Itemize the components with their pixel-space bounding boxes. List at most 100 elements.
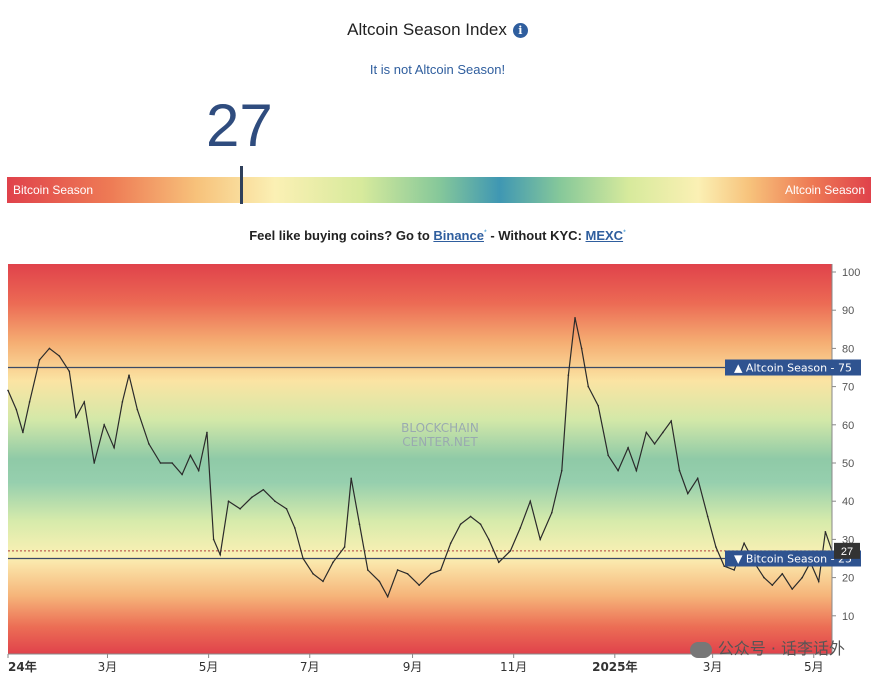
data-point [406, 572, 409, 575]
data-point [343, 546, 346, 548]
data-point [733, 569, 735, 571]
y-tick-label: 90 [842, 305, 854, 317]
data-point [429, 572, 432, 575]
altcoin-index-chart: BLOCKCHAIN CENTER.NET 102030405060708090… [7, 264, 861, 674]
data-point [459, 523, 462, 525]
data-point [136, 408, 139, 411]
data-point [539, 538, 542, 541]
data-point [68, 370, 71, 373]
season-gauge: Bitcoin Season Altcoin Season [7, 177, 871, 203]
data-point [723, 565, 726, 567]
data-point [128, 374, 130, 376]
mexc-link[interactable]: MEXC [585, 228, 624, 243]
gauge-right-label: Altcoin Season [784, 183, 865, 197]
data-point [366, 569, 369, 571]
data-point [302, 557, 304, 560]
chart-watermark-line2: CENTER.NET [402, 435, 478, 449]
x-tick-label: 2025年 [592, 659, 637, 674]
wechat-icon [689, 641, 712, 658]
data-point [771, 584, 774, 587]
y-tick-label: 80 [842, 343, 854, 355]
data-point [212, 538, 215, 541]
threshold-label: ▲ Altcoin Season - 75 [734, 362, 852, 375]
data-point [560, 469, 563, 472]
data-point [791, 588, 794, 590]
data-point [239, 508, 241, 510]
data-point [763, 576, 765, 579]
data-point [15, 408, 18, 411]
data-point [75, 416, 77, 418]
data-point [617, 469, 619, 472]
data-point [678, 469, 681, 472]
data-point [227, 500, 230, 502]
data-point [181, 473, 183, 476]
x-tick-label: 3月 [703, 660, 723, 674]
data-point [418, 584, 420, 587]
x-tick-label: 9月 [403, 660, 423, 674]
watermark-text: 公众号 · 话李话外 [717, 639, 845, 658]
promo-middle: - Without KYC: [486, 228, 586, 243]
data-point [686, 492, 689, 495]
data-point [781, 572, 784, 575]
data-point [662, 431, 664, 434]
x-tick-label: 5月 [199, 660, 219, 674]
data-point [469, 515, 472, 518]
x-tick-label: 11月 [500, 660, 527, 674]
data-point [378, 580, 381, 583]
data-point [824, 530, 827, 533]
data-point [396, 569, 399, 571]
chart-watermark-line1: BLOCKCHAIN [401, 421, 479, 435]
data-point [574, 317, 576, 319]
data-point [171, 462, 173, 464]
data-point [743, 542, 745, 545]
data-point [696, 477, 699, 480]
header: Altcoin Season Index i [0, 20, 875, 40]
threshold-label-box [725, 359, 861, 376]
data-point [635, 469, 638, 472]
y-tick-label: 60 [842, 420, 854, 432]
binance-link[interactable]: Binance [433, 228, 484, 243]
x-tick-label: 24年 [8, 659, 37, 674]
series-line [7, 317, 833, 599]
data-point [189, 454, 192, 457]
data-point [38, 359, 41, 361]
data-point [197, 469, 200, 472]
data-point [817, 580, 820, 583]
data-point [48, 347, 51, 350]
data-point [670, 420, 672, 422]
data-point [607, 454, 609, 457]
data-point [386, 595, 389, 598]
data-point [159, 462, 162, 464]
y-tick-label: 70 [842, 382, 854, 394]
data-point [509, 550, 512, 552]
data-point [715, 546, 717, 548]
y-tick-label: 40 [842, 496, 854, 508]
y-tick-label: 100 [842, 267, 860, 279]
gauge-left-label: Bitcoin Season [13, 183, 94, 197]
data-point [488, 538, 490, 541]
data-point [645, 431, 648, 434]
data-point [529, 500, 532, 502]
data-point [449, 542, 452, 545]
data-point [332, 561, 334, 564]
x-tick-label: 7月 [300, 660, 320, 674]
current-value-label: 27 [841, 546, 853, 558]
data-point [350, 477, 352, 480]
page-title: Altcoin Season Index [347, 20, 507, 39]
season-status: It is not Altcoin Season! [369, 62, 506, 77]
data-point [274, 500, 276, 502]
data-point [93, 462, 96, 464]
threshold-label-box [725, 550, 861, 567]
data-point [587, 385, 590, 388]
info-icon[interactable]: i [512, 22, 528, 38]
data-point [262, 488, 265, 491]
data-point [567, 374, 570, 376]
mexc-link-marker: * [623, 229, 626, 237]
promo-prefix: Feel like buying coins? Go to [249, 228, 434, 243]
x-tick-label: 5月 [804, 660, 824, 674]
binance-link-marker: * [483, 229, 487, 237]
y-tick-label: 20 [842, 573, 854, 585]
data-point [479, 523, 482, 525]
promo-line: Feel like buying coins? Go to Binance* -… [0, 228, 875, 243]
account-watermark: 公众号 · 话李话外 [689, 635, 845, 659]
